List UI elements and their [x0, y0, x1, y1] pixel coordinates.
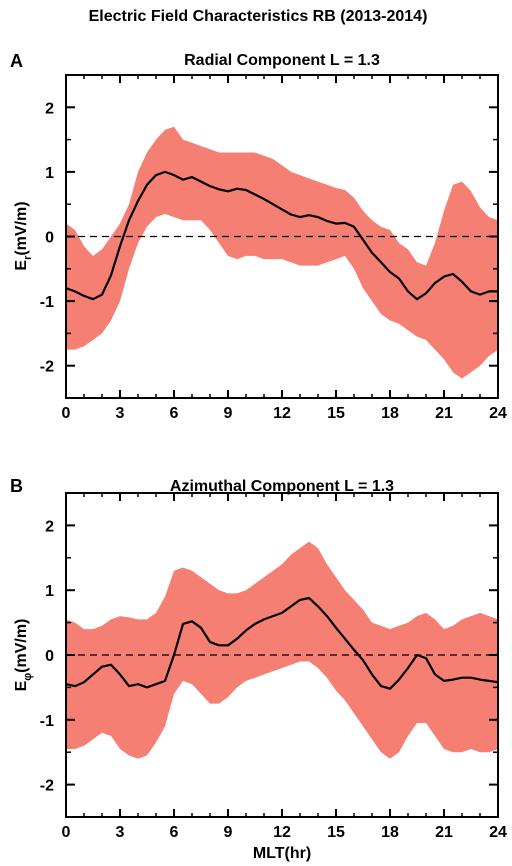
panel-radial: A Radial Component L = 1.3 Er(mV/m) 0 3 6 9…	[10, 51, 507, 422]
x-tick-label: 24	[489, 824, 507, 841]
y-tick-label: 1	[45, 165, 54, 182]
y-tick-label: 0	[45, 648, 54, 665]
y-tick-label: -2	[40, 359, 54, 376]
y-tick-label: -1	[40, 294, 54, 311]
svg-text:Er(mV/m): Er(mV/m)	[13, 201, 34, 270]
y-axis-label-unit: (mV/m)	[13, 201, 30, 255]
y-axis-label-azimuthal: Eφ(mV/m)	[13, 619, 34, 692]
x-tick-label: 6	[170, 824, 179, 841]
svg-text:Eφ(mV/m): Eφ(mV/m)	[13, 619, 34, 692]
panel-label-b: B	[10, 476, 23, 496]
y-axis-label-main: E	[13, 260, 30, 271]
x-tick-label: 15	[327, 405, 345, 422]
x-tick-label: 12	[273, 405, 291, 422]
std-band	[66, 541, 498, 759]
x-tick-label: 12	[273, 824, 291, 841]
y-axis-label-sub: r	[22, 255, 34, 260]
y-axis-label-unit: (mV/m)	[13, 619, 30, 673]
x-tick-label: 9	[224, 405, 233, 422]
y-axis-label-radial: Er(mV/m)	[13, 201, 34, 270]
y-tick-label: -1	[40, 713, 54, 730]
x-tick-label: 3	[116, 405, 125, 422]
figure-title: Electric Field Characteristics RB (2013-…	[89, 8, 428, 25]
y-tick-label: 2	[45, 100, 54, 117]
y-tick-label: -2	[40, 778, 54, 795]
x-tick-label: 21	[435, 824, 453, 841]
x-tick-label: 15	[327, 824, 345, 841]
x-axis-label: MLT(hr)	[253, 845, 311, 862]
y-tick-label: 2	[45, 518, 54, 535]
x-tick-label: 9	[224, 824, 233, 841]
y-tick-label: 0	[45, 230, 54, 247]
std-band	[66, 126, 498, 379]
x-tick-label: 0	[62, 405, 71, 422]
x-tick-label: 18	[381, 405, 399, 422]
chart-title-radial: Radial Component L = 1.3	[184, 52, 380, 69]
panel-azimuthal: B Azimuthal Component L = 1.3 Eφ(mV/m) M…	[10, 476, 507, 862]
x-tick-label: 24	[489, 405, 507, 422]
mean-line	[65, 596, 499, 690]
x-tick-label: 3	[116, 824, 125, 841]
mean-line	[65, 170, 498, 301]
x-tick-label: 21	[435, 405, 453, 422]
panel-label-a: A	[10, 51, 23, 71]
x-tick-label: 6	[170, 405, 179, 422]
x-tick-label: 18	[381, 824, 399, 841]
y-axis-label-main: E	[13, 680, 30, 691]
x-tick-label: 0	[62, 824, 71, 841]
y-tick-label: 1	[45, 583, 54, 600]
chart-title-azimuthal: Azimuthal Component L = 1.3	[170, 478, 394, 495]
y-axis-label-sub: φ	[22, 673, 34, 681]
